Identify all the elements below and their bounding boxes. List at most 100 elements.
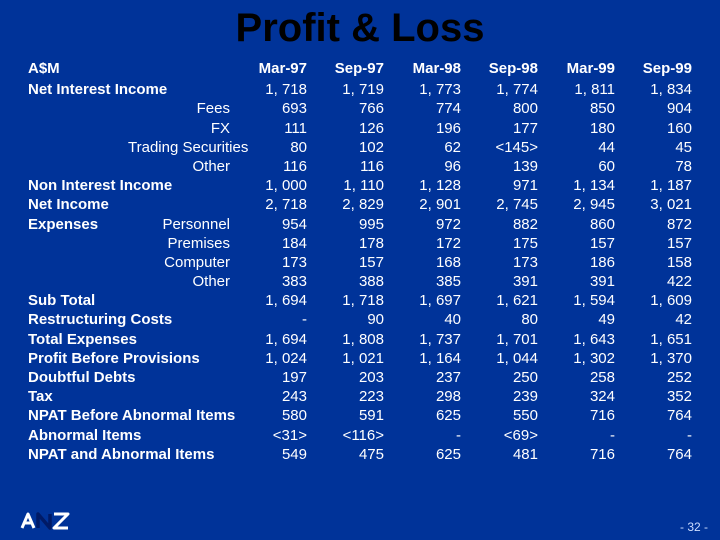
cell-value: 388 (307, 272, 384, 291)
cell-value: 157 (615, 234, 692, 253)
cell-value: 1, 718 (307, 291, 384, 310)
cell-value: 1, 609 (615, 291, 692, 310)
cell-value: 580 (230, 406, 307, 425)
row-label: NPAT Before Abnormal Items (28, 406, 230, 425)
cell-value: 391 (538, 272, 615, 291)
cell-value: 62 (384, 138, 461, 157)
period-header: Sep-99 (615, 59, 692, 80)
cell-value: <145> (461, 138, 538, 157)
cell-value: 3, 021 (615, 195, 692, 214)
table-row: Net Interest Income1, 7181, 7191, 7731, … (28, 80, 692, 99)
table-row: Other383388385391391422 (28, 272, 692, 291)
cell-value: 550 (461, 406, 538, 425)
cell-value: 625 (384, 406, 461, 425)
cell-value: - (230, 310, 307, 329)
cell-value: 1, 621 (461, 291, 538, 310)
cell-value: 178 (307, 234, 384, 253)
cell-value: 96 (384, 157, 461, 176)
row-label: Doubtful Debts (28, 368, 230, 387)
cell-value: 1, 302 (538, 349, 615, 368)
cell-value: <116> (307, 426, 384, 445)
row-label: Computer (28, 253, 230, 272)
period-header: Mar-99 (538, 59, 615, 80)
cell-value: 175 (461, 234, 538, 253)
pl-table-container: A$M Mar-97 Sep-97 Mar-98 Sep-98 Mar-99 S… (0, 59, 720, 464)
cell-value: 60 (538, 157, 615, 176)
table-row: NPAT and Abnormal Items54947562548171676… (28, 445, 692, 464)
page-number: - 32 - (680, 520, 708, 534)
row-label: ExpensesPersonnel (28, 215, 230, 234)
row-label: Profit Before Provisions (28, 349, 230, 368)
cell-value: 116 (307, 157, 384, 176)
unit-header: A$M (28, 59, 230, 80)
cell-value: 239 (461, 387, 538, 406)
row-label: Tax (28, 387, 230, 406)
row-label: Net Interest Income (28, 80, 230, 99)
cell-value: 860 (538, 215, 615, 234)
cell-value: 126 (307, 119, 384, 138)
cell-value: <31> (230, 426, 307, 445)
cell-value: 184 (230, 234, 307, 253)
cell-value: 971 (461, 176, 538, 195)
cell-value: 2, 901 (384, 195, 461, 214)
table-row: Sub Total1, 6941, 7181, 6971, 6211, 5941… (28, 291, 692, 310)
cell-value: 2, 718 (230, 195, 307, 214)
cell-value: 1, 643 (538, 330, 615, 349)
table-row: Net Income2, 7182, 8292, 9012, 7452, 945… (28, 195, 692, 214)
cell-value: 186 (538, 253, 615, 272)
cell-value: 764 (615, 406, 692, 425)
table-row: Fees693766774800850904 (28, 99, 692, 118)
cell-value: 157 (538, 234, 615, 253)
cell-value: 1, 128 (384, 176, 461, 195)
cell-value: 1, 811 (538, 80, 615, 99)
cell-value: 102 (307, 138, 384, 157)
row-label: FX (28, 119, 230, 138)
cell-value: 173 (461, 253, 538, 272)
table-row: Premises184178172175157157 (28, 234, 692, 253)
table-row: Non Interest Income1, 0001, 1101, 128971… (28, 176, 692, 195)
table-row: Trading Securities8010262<145>4445 (28, 138, 692, 157)
cell-value: 223 (307, 387, 384, 406)
cell-value: 1, 164 (384, 349, 461, 368)
company-logo (18, 510, 74, 532)
cell-value: 172 (384, 234, 461, 253)
cell-value: 1, 694 (230, 291, 307, 310)
cell-value: 158 (615, 253, 692, 272)
cell-value: 972 (384, 215, 461, 234)
row-label: Non Interest Income (28, 176, 230, 195)
table-row: Total Expenses1, 6941, 8081, 7371, 7011,… (28, 330, 692, 349)
table-row: Doubtful Debts197203237250258252 (28, 368, 692, 387)
cell-value: 298 (384, 387, 461, 406)
cell-value: 2, 829 (307, 195, 384, 214)
cell-value: 1, 808 (307, 330, 384, 349)
cell-value: 203 (307, 368, 384, 387)
row-label: Other (28, 157, 230, 176)
cell-value: 995 (307, 215, 384, 234)
cell-value: 168 (384, 253, 461, 272)
cell-value: 764 (615, 445, 692, 464)
row-label: Trading Securities (28, 138, 230, 157)
table-row: Profit Before Provisions1, 0241, 0211, 1… (28, 349, 692, 368)
cell-value: 1, 737 (384, 330, 461, 349)
table-row: NPAT Before Abnormal Items58059162555071… (28, 406, 692, 425)
cell-value: 111 (230, 119, 307, 138)
cell-value: 44 (538, 138, 615, 157)
slide-title: Profit & Loss (0, 0, 720, 59)
cell-value: 1, 774 (461, 80, 538, 99)
pl-table: A$M Mar-97 Sep-97 Mar-98 Sep-98 Mar-99 S… (28, 59, 692, 464)
cell-value: 197 (230, 368, 307, 387)
cell-value: 80 (461, 310, 538, 329)
cell-value: 872 (615, 215, 692, 234)
cell-value: 180 (538, 119, 615, 138)
cell-value: 591 (307, 406, 384, 425)
cell-value: 49 (538, 310, 615, 329)
row-label: Net Income (28, 195, 230, 214)
cell-value: 2, 745 (461, 195, 538, 214)
row-label: NPAT and Abnormal Items (28, 445, 230, 464)
table-row: Tax243223298239324352 (28, 387, 692, 406)
cell-value: 196 (384, 119, 461, 138)
cell-value: 1, 651 (615, 330, 692, 349)
cell-value: 1, 719 (307, 80, 384, 99)
cell-value: 1, 024 (230, 349, 307, 368)
cell-value: - (384, 426, 461, 445)
